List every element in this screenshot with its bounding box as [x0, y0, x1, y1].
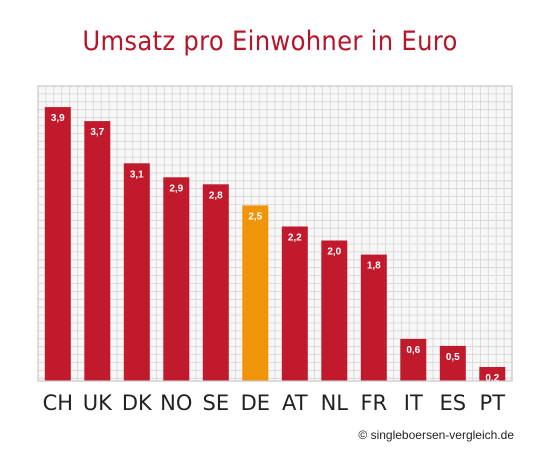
bar-es — [439, 345, 466, 381]
bar-ch — [44, 107, 71, 381]
bar-de — [242, 205, 269, 381]
data-label: 0,2 — [485, 373, 499, 384]
x-tick-label: SE — [202, 391, 229, 415]
x-tick-label: PT — [480, 391, 506, 415]
x-tick-label: NO — [160, 391, 192, 415]
plot-frame — [37, 85, 513, 382]
bar-no — [163, 177, 190, 381]
bar-pt — [479, 367, 506, 381]
x-tick-label: FR — [360, 391, 387, 415]
data-label: 3,9 — [51, 113, 65, 124]
data-label: 2,9 — [169, 183, 183, 194]
bar-dk — [123, 163, 150, 381]
data-label: 2,5 — [248, 211, 262, 222]
bar-at — [281, 226, 308, 381]
x-tick-label: NL — [321, 391, 349, 415]
bar-uk — [84, 121, 111, 381]
x-tick-label: CH — [43, 391, 73, 415]
bar-it — [400, 338, 427, 381]
x-tick-label: DE — [241, 391, 270, 415]
bar-fr — [360, 254, 387, 381]
x-tick-label: UK — [83, 391, 113, 415]
x-tick-label: DK — [122, 391, 153, 415]
x-tick-label: IT — [404, 391, 423, 415]
bar-nl — [321, 240, 348, 381]
data-label: 2,2 — [288, 233, 302, 244]
copyright-credit: © singleboersen-vergleich.de — [358, 428, 514, 442]
chart-title: Umsatz pro Einwohner in Euro — [82, 26, 458, 57]
data-label: 0,6 — [406, 345, 420, 356]
x-tick-label: AT — [282, 391, 308, 415]
data-label: 2,0 — [327, 247, 341, 258]
data-label: 1,8 — [367, 261, 381, 272]
x-tick-label: ES — [439, 391, 466, 415]
data-label: 3,7 — [90, 127, 104, 138]
data-label: 0,5 — [446, 352, 460, 363]
bar-se — [202, 184, 229, 381]
data-label: 2,8 — [209, 190, 223, 201]
data-label: 3,1 — [130, 169, 144, 180]
